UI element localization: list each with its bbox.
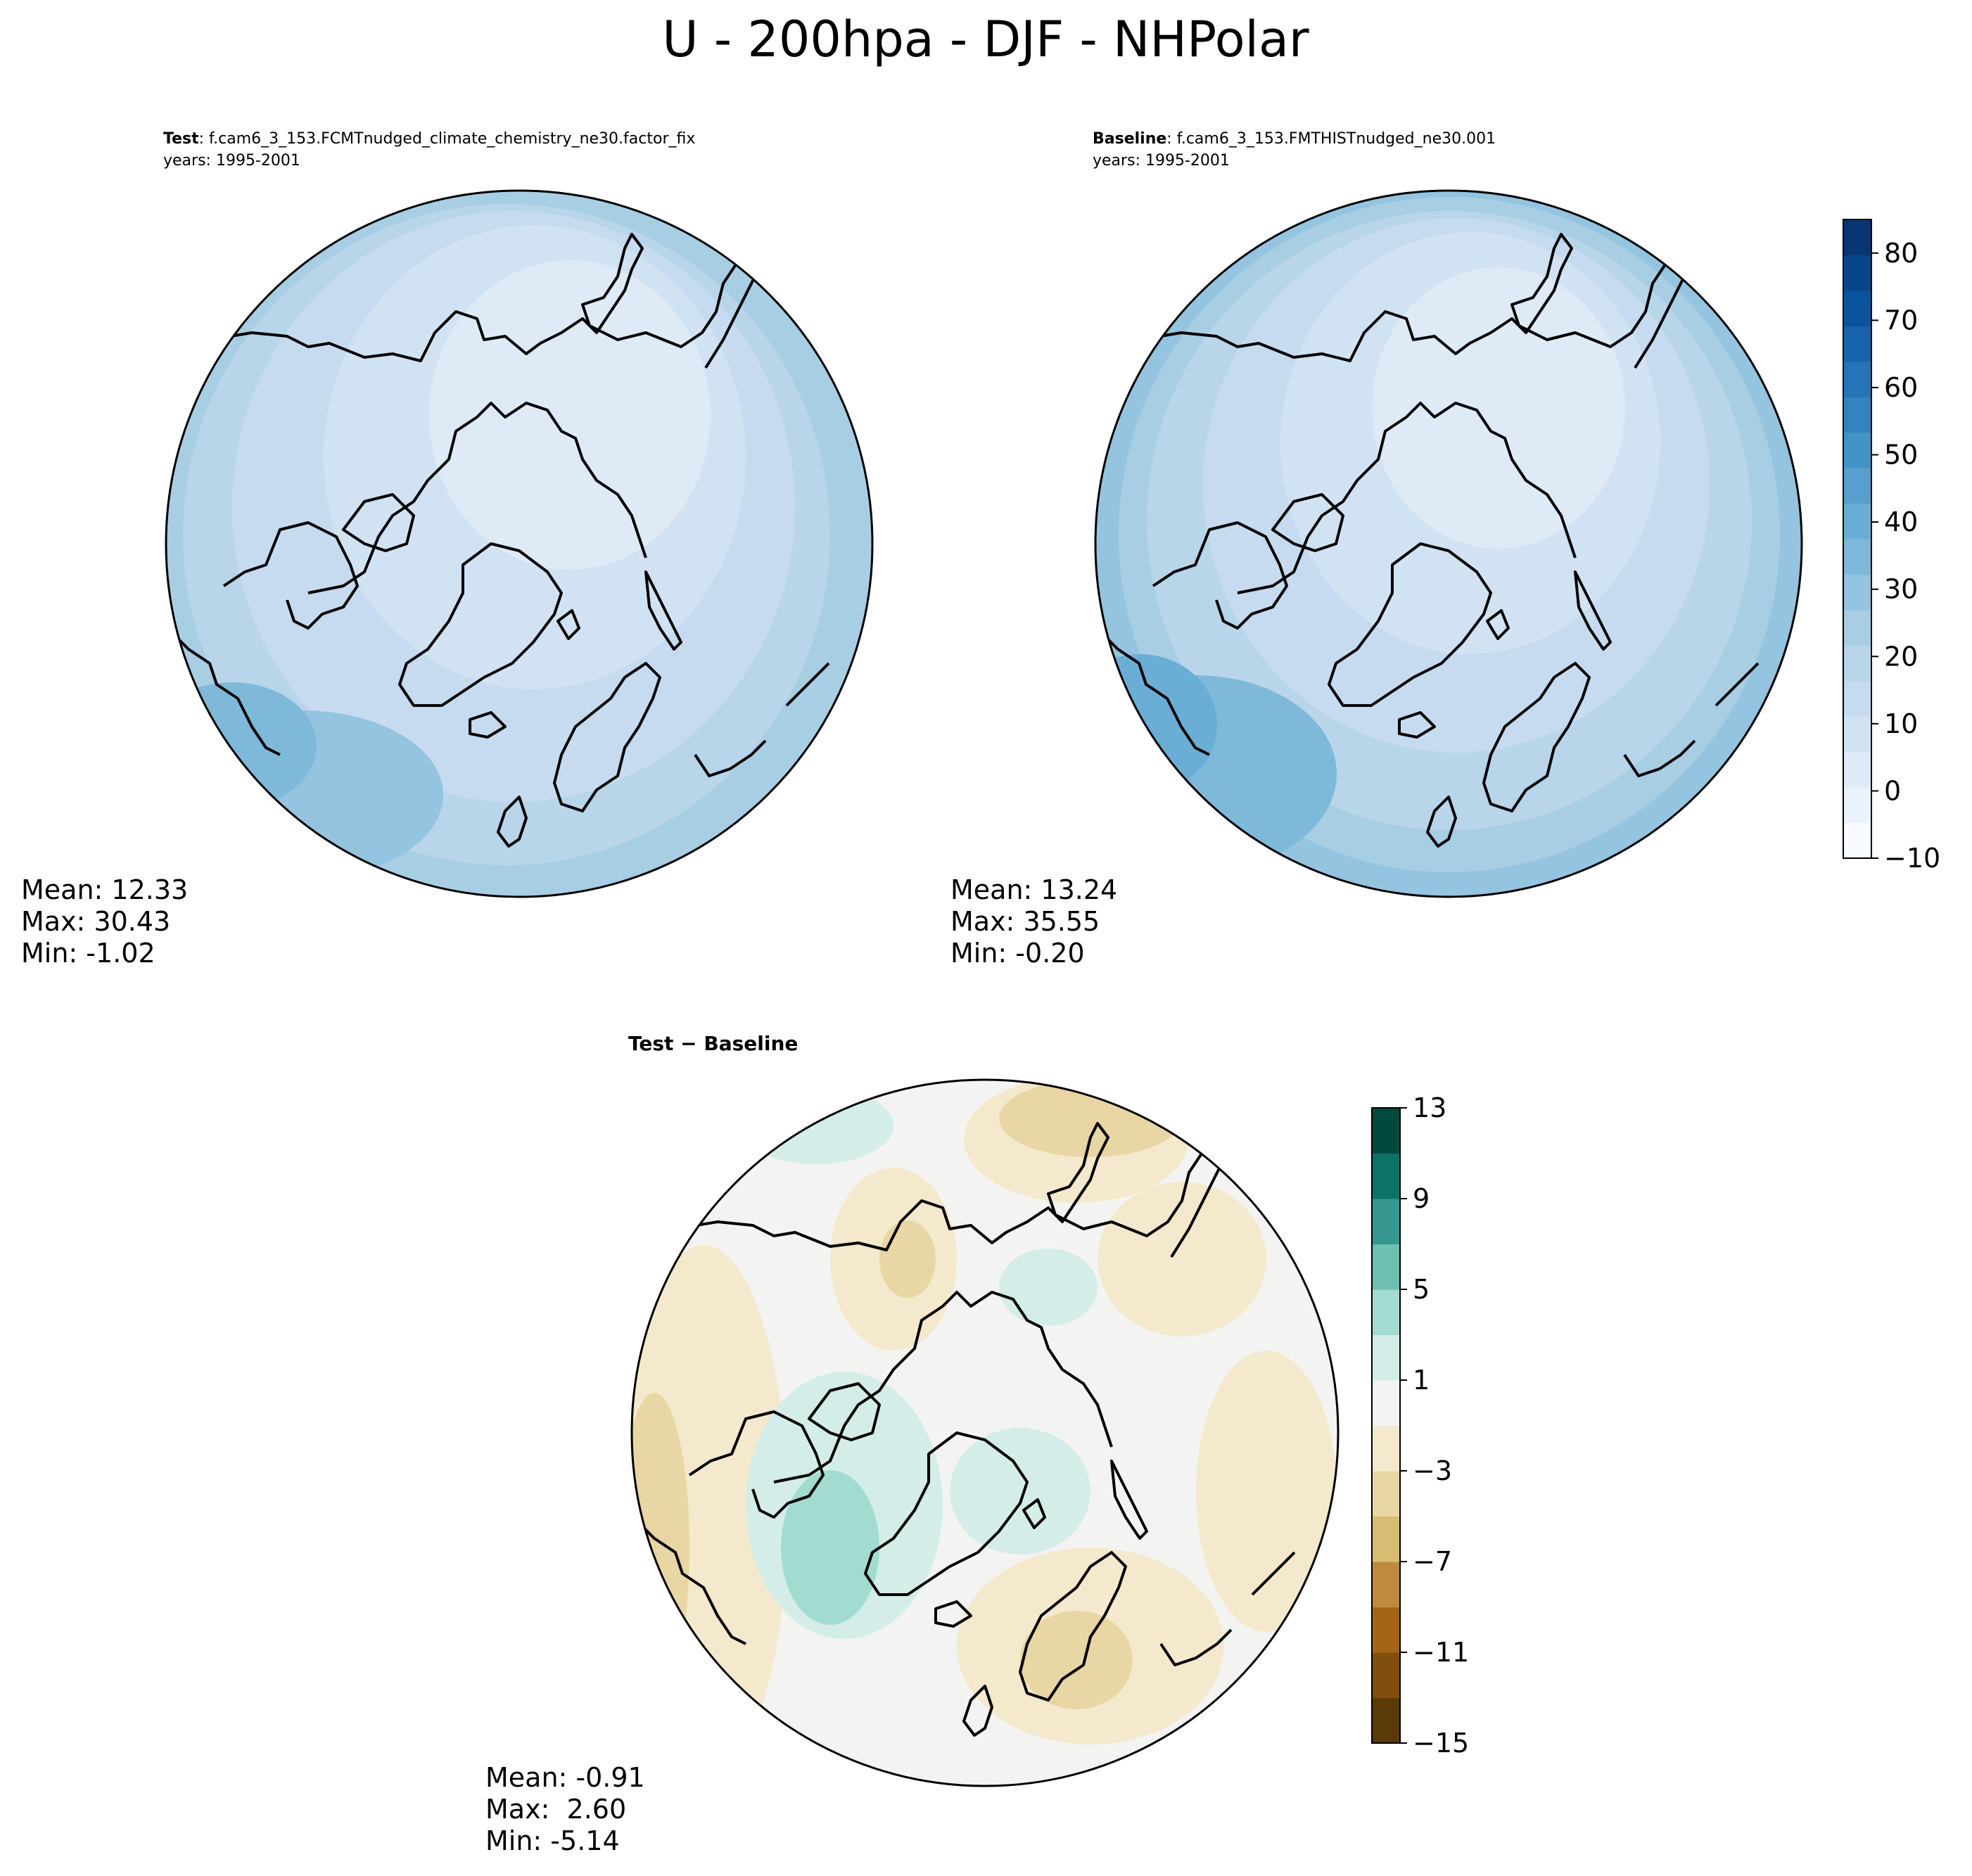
colorbar-swatch: [1372, 1652, 1400, 1699]
colorbar-swatch: [1372, 1334, 1400, 1381]
colorbar-swatch: [1843, 822, 1871, 859]
colorbar-swatch: [1372, 1516, 1400, 1562]
colorbar-swatch: [1372, 1153, 1400, 1199]
difference-contour-band: [1098, 1182, 1266, 1336]
test-stat-mean: Mean: 12.33: [21, 874, 188, 905]
colorbar-tick-label: −7: [1413, 1546, 1452, 1577]
colorbar-swatch: [1843, 290, 1871, 326]
colorbar-border: [1371, 1107, 1401, 1744]
difference-stat-min: Min: -5.14: [485, 1825, 620, 1856]
difference-contour-band: [1020, 1611, 1133, 1709]
test-title-case: : f.cam6_3_153.FCMTnudged_climate_chemis…: [199, 130, 696, 148]
test-contour-band: [429, 260, 711, 570]
baseline-colorbar: 80 70 60 50 40 30 20 10 0 −10: [1843, 219, 1940, 874]
colorbar-border: [1843, 219, 1872, 859]
difference-contour-band: [632, 1393, 689, 1702]
baseline-title-bold: Baseline: [1093, 130, 1166, 148]
colorbar-tick-label: 1: [1413, 1365, 1430, 1396]
difference-panel: Test − Baseline Mean: -0.91 Max: 2.60 Mi…: [485, 1032, 1469, 1856]
difference-contour-band: [999, 1249, 1098, 1326]
test-stat-min: Min: -1.02: [21, 938, 155, 969]
colorbar-swatch: [1843, 219, 1871, 256]
colorbar-tick-label: 9: [1413, 1183, 1430, 1214]
colorbar-tick-label: 80: [1884, 238, 1918, 269]
colorbar-swatch: [1372, 1380, 1400, 1427]
colorbar-swatch: [1843, 716, 1871, 753]
colorbar-tick-label: 0: [1884, 775, 1901, 806]
colorbar-tick-label: 10: [1884, 708, 1918, 739]
test-years: years: 1995-2001: [163, 152, 300, 170]
colorbar-swatch: [1372, 1425, 1400, 1472]
test-stat-max: Max: 30.43: [21, 906, 170, 937]
colorbar-tick-label: −10: [1884, 843, 1940, 874]
difference-contour-band: [879, 1220, 936, 1298]
baseline-contour-band: [1095, 654, 1217, 795]
colorbar-tick-label: 70: [1884, 305, 1918, 336]
baseline-map-border: [1094, 189, 1803, 898]
colorbar-swatch: [1843, 326, 1871, 362]
colorbar-swatch: [1372, 1199, 1400, 1245]
colorbar-swatch: [1843, 680, 1871, 717]
test-map: [166, 191, 872, 897]
colorbar-swatch: [1843, 539, 1871, 575]
test-contour-band: [166, 682, 317, 809]
baseline-years: years: 1995-2001: [1093, 152, 1230, 170]
difference-map: [632, 1080, 1338, 1786]
colorbar-swatch: [1843, 468, 1871, 504]
colorbar-swatch: [1843, 397, 1871, 433]
colorbar-tick-label: 50: [1884, 440, 1918, 471]
colorbar-swatch: [1843, 432, 1871, 468]
colorbar-swatch: [1372, 1244, 1400, 1290]
colorbar-swatch: [1372, 1562, 1400, 1608]
figure-title: U - 200hpa - DJF - NHPolar: [662, 11, 1309, 68]
colorbar-swatch: [1372, 1607, 1400, 1653]
test-map-border: [165, 189, 874, 898]
baseline-stat-mean: Mean: 13.24: [950, 874, 1117, 905]
baseline-stat-max: Max: 35.55: [950, 906, 1100, 937]
colorbar-swatch: [1843, 751, 1871, 788]
colorbar-tick-label: 5: [1413, 1274, 1430, 1305]
baseline-contour-band: [1372, 267, 1625, 549]
colorbar-tick-label: 40: [1884, 506, 1918, 537]
difference-contour-band: [781, 1470, 879, 1625]
colorbar-swatch: [1843, 574, 1871, 611]
colorbar-tick-label: 30: [1884, 574, 1918, 605]
colorbar-tick-label: −11: [1413, 1637, 1469, 1668]
colorbar-tick-label: 60: [1884, 372, 1918, 403]
test-title-bold: Test: [163, 130, 199, 148]
test-panel: Test: f.cam6_3_153.FCMTnudged_climate_ch…: [21, 130, 874, 969]
colorbar-swatch: [1843, 503, 1871, 540]
colorbar-swatch: [1843, 609, 1871, 646]
colorbar-tick-label: 13: [1413, 1092, 1446, 1123]
baseline-panel-title: Baseline: f.cam6_3_153.FMTHISTnudged_ne3…: [1093, 130, 1496, 148]
test-panel-title: Test: f.cam6_3_153.FCMTnudged_climate_ch…: [163, 130, 695, 148]
colorbar-swatch: [1843, 361, 1871, 397]
baseline-stat-min: Min: -0.20: [950, 938, 1085, 969]
colorbar-swatch: [1372, 1471, 1400, 1517]
difference-contour-band: [950, 1428, 1090, 1555]
colorbar-tick-label: −15: [1413, 1728, 1469, 1759]
difference-colorbar: 13 9 5 1 −3 −7 −11 −15: [1371, 1092, 1469, 1759]
colorbar-swatch: [1843, 645, 1871, 682]
difference-stat-mean: Mean: -0.91: [485, 1762, 645, 1793]
baseline-panel: Baseline: f.cam6_3_153.FMTHISTnudged_ne3…: [950, 130, 1940, 969]
difference-map-border: [630, 1078, 1340, 1787]
colorbar-tick-label: 20: [1884, 641, 1918, 672]
colorbar-swatch: [1843, 255, 1871, 291]
colorbar-swatch: [1372, 1108, 1400, 1154]
colorbar-swatch: [1843, 787, 1871, 824]
colorbar-swatch: [1372, 1289, 1400, 1336]
baseline-map: [1095, 191, 1802, 897]
difference-stat-max: Max: 2.60: [485, 1794, 626, 1825]
colorbar-tick-label: −3: [1413, 1455, 1452, 1486]
baseline-title-case: : f.cam6_3_153.FMTHISTnudged_ne30.001: [1166, 130, 1496, 148]
difference-contour-band: [1196, 1351, 1337, 1632]
difference-contour-band: [999, 1080, 1182, 1157]
colorbar-swatch: [1372, 1697, 1400, 1744]
difference-panel-title: Test − Baseline: [628, 1032, 798, 1055]
